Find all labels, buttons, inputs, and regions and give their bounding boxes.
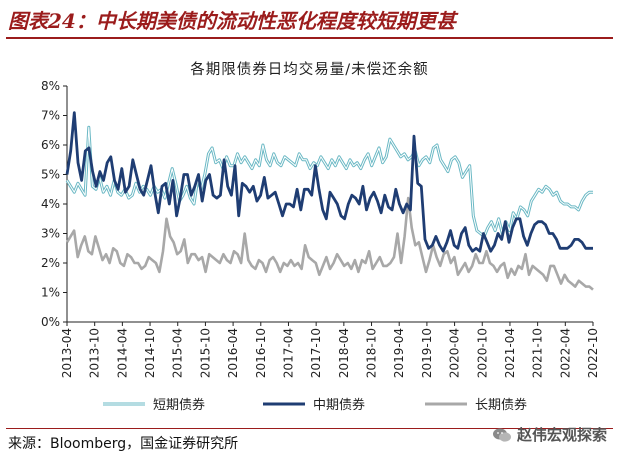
x-tick-label: 2016-04 [226,328,240,378]
title-rule [6,37,613,39]
x-tick-label: 2017-10 [309,328,323,378]
series-line-mid [65,111,593,253]
x-tick-label: 2019-10 [420,328,434,378]
legend-label-mid: 中期债券 [313,397,365,413]
y-tick-label: 6% [41,138,60,152]
x-tick-label: 2018-10 [365,328,379,378]
x-tick-label: 2014-10 [143,328,157,378]
series-lines [65,111,594,291]
chart-title: 各期限债券日均交易量/未偿还余额 [190,62,429,78]
x-tick-label: 2015-10 [198,328,212,378]
x-tick-label: 2015-04 [171,328,185,378]
legend-label-short: 短期债券 [153,397,205,413]
figure-title: 图表24：中长期美债的流动性恶化程度较短期更甚 [8,9,456,33]
source-note: 来源：Bloomberg，国金证券研究所 [8,436,239,452]
y-tick-label: 1% [41,286,60,300]
x-tick-label: 2013-10 [88,328,102,378]
y-tick-label: 5% [41,168,60,182]
x-axis: 2013-04 2013-10 2014-04 2014-10 2015-04 2015-… [60,322,600,378]
x-tick-label: 2013-04 [60,328,74,378]
legend-label-long: 长期债券 [475,397,527,413]
x-tick-label: 2016-10 [254,328,268,378]
legend: 短期债券 中期债券 长期债券 [103,397,527,413]
y-tick-label: 4% [41,197,60,211]
x-tick-label: 2020-04 [448,328,462,378]
y-tick-label: 2% [41,256,60,270]
x-tick-label: 2021-04 [503,328,517,378]
x-tick-label: 2014-04 [115,328,129,378]
x-tick-label: 2017-04 [281,328,295,378]
y-tick-label: 0% [41,315,60,329]
x-tick-label: 2019-04 [392,328,406,378]
x-tick-label: 2021-10 [531,328,545,378]
wechat-icon [492,428,511,442]
series-line-long [65,196,594,291]
x-tick-label: 2022-10 [586,328,600,378]
y-tick-label: 7% [41,109,60,123]
y-tick-label: 8% [41,79,60,93]
watermark: 赵伟宏观探索 [492,424,607,445]
x-tick-label: 2018-04 [337,328,351,378]
x-tick-label: 2020-10 [475,328,489,378]
watermark-text: 赵伟宏观探索 [516,426,607,444]
y-axis: 0% 1% 2% 3% 4% 5% 6% 7% 8% [41,79,593,329]
y-tick-label: 3% [41,227,60,241]
x-tick-label: 2022-04 [558,328,572,378]
footer-rule [6,428,613,429]
